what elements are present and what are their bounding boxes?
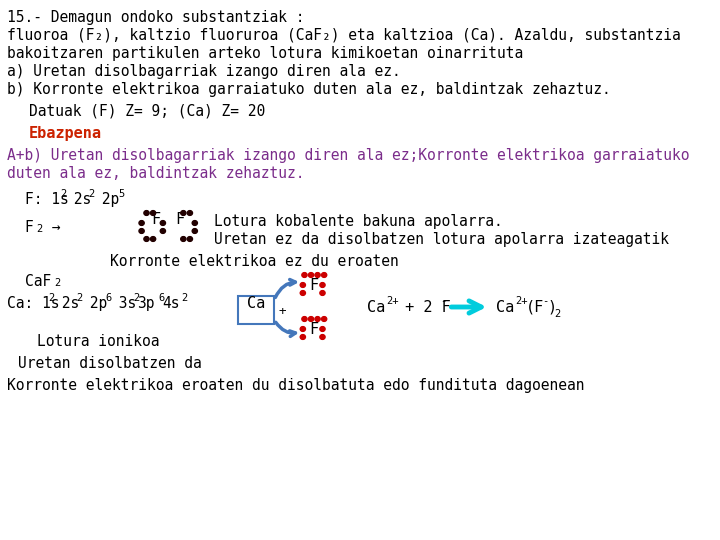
- Text: 2+: 2+: [387, 296, 399, 306]
- Circle shape: [320, 335, 325, 340]
- Text: F: 1s: F: 1s: [24, 192, 68, 207]
- Text: 6: 6: [106, 293, 112, 303]
- Circle shape: [322, 273, 327, 278]
- Circle shape: [144, 237, 149, 241]
- Circle shape: [187, 237, 192, 241]
- Text: 15.- Demagun ondoko substantziak :: 15.- Demagun ondoko substantziak :: [6, 10, 304, 25]
- Text: F: F: [309, 321, 318, 336]
- Circle shape: [192, 221, 197, 225]
- Circle shape: [150, 237, 156, 241]
- Text: 2p: 2p: [81, 296, 107, 311]
- Text: Ca: 1s: Ca: 1s: [6, 296, 59, 311]
- Circle shape: [161, 228, 166, 233]
- Text: +: +: [279, 306, 286, 319]
- Text: 2: 2: [36, 224, 42, 234]
- Text: 2: 2: [48, 293, 55, 303]
- Text: 2s: 2s: [53, 296, 79, 311]
- Circle shape: [308, 316, 314, 321]
- Text: Lotura kobalente bakuna apolarra.: Lotura kobalente bakuna apolarra.: [215, 214, 503, 229]
- Text: 2: 2: [76, 293, 82, 303]
- Circle shape: [322, 316, 327, 321]
- Text: bakoitzaren partikulen arteko lotura kimikoetan oinarrituta: bakoitzaren partikulen arteko lotura kim…: [6, 46, 523, 61]
- Text: Ca: Ca: [247, 296, 265, 312]
- Circle shape: [300, 327, 305, 332]
- Circle shape: [300, 282, 305, 287]
- Text: 2s: 2s: [66, 192, 91, 207]
- Text: 2: 2: [60, 189, 67, 199]
- Text: 4s: 4s: [162, 296, 179, 311]
- Text: 3s: 3s: [110, 296, 137, 311]
- Text: -: -: [441, 296, 446, 306]
- Circle shape: [139, 228, 144, 233]
- Text: + 2 F: + 2 F: [396, 300, 451, 314]
- Text: Datuak (F) Z= 9; (Ca) Z= 20: Datuak (F) Z= 9; (Ca) Z= 20: [29, 104, 265, 119]
- Text: A+b) Uretan disolbagarriak izango diren ala ez;Korronte elektrikoa garraiatuko: A+b) Uretan disolbagarriak izango diren …: [6, 148, 689, 163]
- Text: a) Uretan disolbagarriak izango diren ala ez.: a) Uretan disolbagarriak izango diren al…: [6, 64, 400, 79]
- Text: Ebazpena: Ebazpena: [29, 126, 102, 141]
- Circle shape: [139, 221, 144, 225]
- Text: CaF: CaF: [24, 274, 51, 289]
- Text: 6: 6: [158, 293, 164, 303]
- Circle shape: [300, 335, 305, 340]
- Text: duten ala ez, baldintzak zehaztuz.: duten ala ez, baldintzak zehaztuz.: [6, 166, 304, 181]
- Circle shape: [161, 221, 166, 225]
- Text: ): ): [547, 300, 557, 314]
- Text: Korronte elektrikoa eroaten du disolbatuta edo fundituta dagoenean: Korronte elektrikoa eroaten du disolbatu…: [6, 378, 584, 393]
- Text: 2: 2: [54, 278, 60, 288]
- Circle shape: [181, 237, 186, 241]
- Text: 2p: 2p: [94, 192, 120, 207]
- Text: F: F: [176, 213, 184, 227]
- Text: fluoroa (F₂), kaltzio fluoruroa (CaF₂) eta kaltzioa (Ca). Azaldu, substantzia: fluoroa (F₂), kaltzio fluoruroa (CaF₂) e…: [6, 28, 680, 43]
- Text: (F: (F: [526, 300, 544, 314]
- Text: →: →: [42, 220, 60, 235]
- Circle shape: [187, 211, 192, 215]
- Text: Ca: Ca: [496, 300, 514, 314]
- Text: Uretan ez da disolbatzen lotura apolarra izateagatik: Uretan ez da disolbatzen lotura apolarra…: [215, 232, 670, 247]
- Circle shape: [181, 211, 186, 215]
- Circle shape: [320, 327, 325, 332]
- Circle shape: [144, 211, 149, 215]
- Text: 2: 2: [133, 293, 140, 303]
- Text: 2+: 2+: [516, 296, 528, 306]
- Circle shape: [300, 291, 305, 295]
- Text: 3p: 3p: [138, 296, 155, 311]
- Text: 2: 2: [89, 189, 94, 199]
- Circle shape: [192, 228, 197, 233]
- Circle shape: [320, 291, 325, 295]
- Circle shape: [315, 273, 320, 278]
- Text: 5: 5: [118, 189, 124, 199]
- Text: 2: 2: [181, 293, 188, 303]
- Circle shape: [315, 316, 320, 321]
- Circle shape: [302, 316, 307, 321]
- Text: b) Korronte elektrikoa garraiatuko duten ala ez, baldintzak zehaztuz.: b) Korronte elektrikoa garraiatuko duten…: [6, 82, 611, 97]
- FancyBboxPatch shape: [238, 296, 274, 324]
- Text: Ca: Ca: [366, 300, 385, 314]
- Text: Lotura ionikoa: Lotura ionikoa: [37, 334, 159, 349]
- Text: F: F: [24, 220, 33, 235]
- Text: F: F: [151, 213, 160, 227]
- Circle shape: [320, 282, 325, 287]
- Circle shape: [302, 273, 307, 278]
- Text: 2: 2: [554, 309, 560, 319]
- Text: -: -: [543, 296, 549, 306]
- Text: Korronte elektrikoa ez du eroaten: Korronte elektrikoa ez du eroaten: [110, 254, 400, 269]
- Text: Uretan disolbatzen da: Uretan disolbatzen da: [18, 356, 202, 371]
- Circle shape: [150, 211, 156, 215]
- Circle shape: [308, 273, 314, 278]
- Text: F: F: [309, 278, 318, 293]
